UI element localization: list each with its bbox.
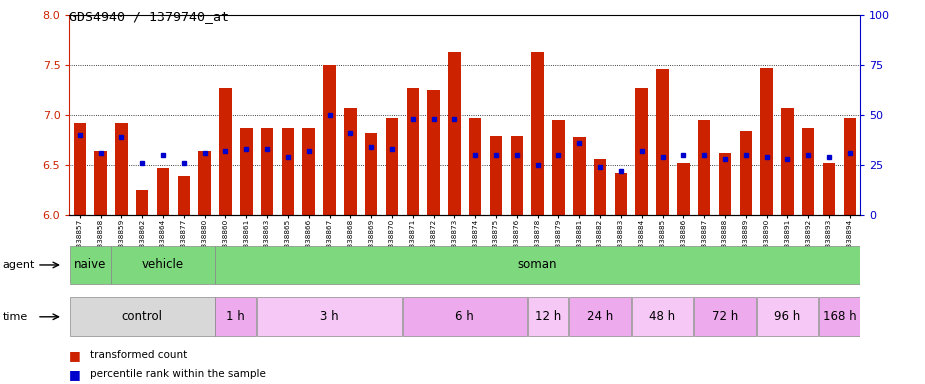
Bar bbox=[697, 120, 710, 215]
Bar bbox=[156, 168, 169, 215]
Text: vehicle: vehicle bbox=[142, 258, 184, 271]
Bar bbox=[216, 245, 860, 285]
Text: 6 h: 6 h bbox=[455, 310, 475, 323]
Bar bbox=[719, 153, 731, 215]
Bar bbox=[511, 136, 524, 215]
Bar bbox=[402, 297, 527, 336]
Bar bbox=[531, 52, 544, 215]
Bar bbox=[323, 65, 336, 215]
Bar bbox=[569, 297, 631, 336]
Bar bbox=[406, 88, 419, 215]
Bar bbox=[448, 52, 461, 215]
Text: percentile rank within the sample: percentile rank within the sample bbox=[90, 369, 265, 379]
Bar bbox=[781, 108, 794, 215]
Bar bbox=[614, 173, 627, 215]
Bar bbox=[757, 297, 819, 336]
Bar bbox=[632, 297, 694, 336]
Text: control: control bbox=[122, 310, 163, 323]
Bar bbox=[427, 90, 439, 215]
Bar bbox=[69, 245, 111, 285]
Text: 168 h: 168 h bbox=[822, 310, 857, 323]
Text: transformed count: transformed count bbox=[90, 350, 187, 360]
Bar bbox=[219, 88, 231, 215]
Bar bbox=[760, 68, 773, 215]
Text: 72 h: 72 h bbox=[712, 310, 738, 323]
Bar bbox=[198, 151, 211, 215]
Bar bbox=[802, 128, 814, 215]
Bar bbox=[302, 128, 315, 215]
Bar bbox=[552, 120, 564, 215]
Bar bbox=[115, 123, 128, 215]
Bar bbox=[344, 108, 356, 215]
Bar bbox=[111, 245, 215, 285]
Bar bbox=[677, 163, 689, 215]
Text: 48 h: 48 h bbox=[649, 310, 675, 323]
Bar bbox=[94, 151, 106, 215]
Bar bbox=[819, 297, 860, 336]
Bar bbox=[69, 297, 215, 336]
Bar bbox=[257, 297, 402, 336]
Bar bbox=[261, 128, 274, 215]
Text: 12 h: 12 h bbox=[535, 310, 561, 323]
Bar bbox=[823, 163, 835, 215]
Bar bbox=[635, 88, 647, 215]
Bar bbox=[656, 69, 669, 215]
Bar bbox=[178, 176, 190, 215]
Bar bbox=[694, 297, 756, 336]
Bar bbox=[489, 136, 502, 215]
Bar bbox=[573, 137, 586, 215]
Text: 96 h: 96 h bbox=[774, 310, 800, 323]
Text: agent: agent bbox=[3, 260, 35, 270]
Bar bbox=[240, 128, 253, 215]
Text: naive: naive bbox=[74, 258, 106, 271]
Bar bbox=[386, 118, 398, 215]
Bar bbox=[469, 118, 481, 215]
Bar bbox=[364, 133, 377, 215]
Text: GDS4940 / 1379740_at: GDS4940 / 1379740_at bbox=[69, 10, 229, 23]
Bar bbox=[527, 297, 569, 336]
Text: soman: soman bbox=[518, 258, 558, 271]
Text: 1 h: 1 h bbox=[227, 310, 245, 323]
Text: 3 h: 3 h bbox=[320, 310, 339, 323]
Text: ■: ■ bbox=[69, 349, 81, 362]
Text: ■: ■ bbox=[69, 368, 81, 381]
Bar bbox=[136, 190, 148, 215]
Text: 24 h: 24 h bbox=[587, 310, 613, 323]
Bar bbox=[281, 128, 294, 215]
Bar bbox=[216, 297, 256, 336]
Bar bbox=[844, 118, 857, 215]
Bar bbox=[739, 131, 752, 215]
Text: time: time bbox=[3, 312, 28, 322]
Bar bbox=[74, 123, 86, 215]
Bar bbox=[594, 159, 607, 215]
